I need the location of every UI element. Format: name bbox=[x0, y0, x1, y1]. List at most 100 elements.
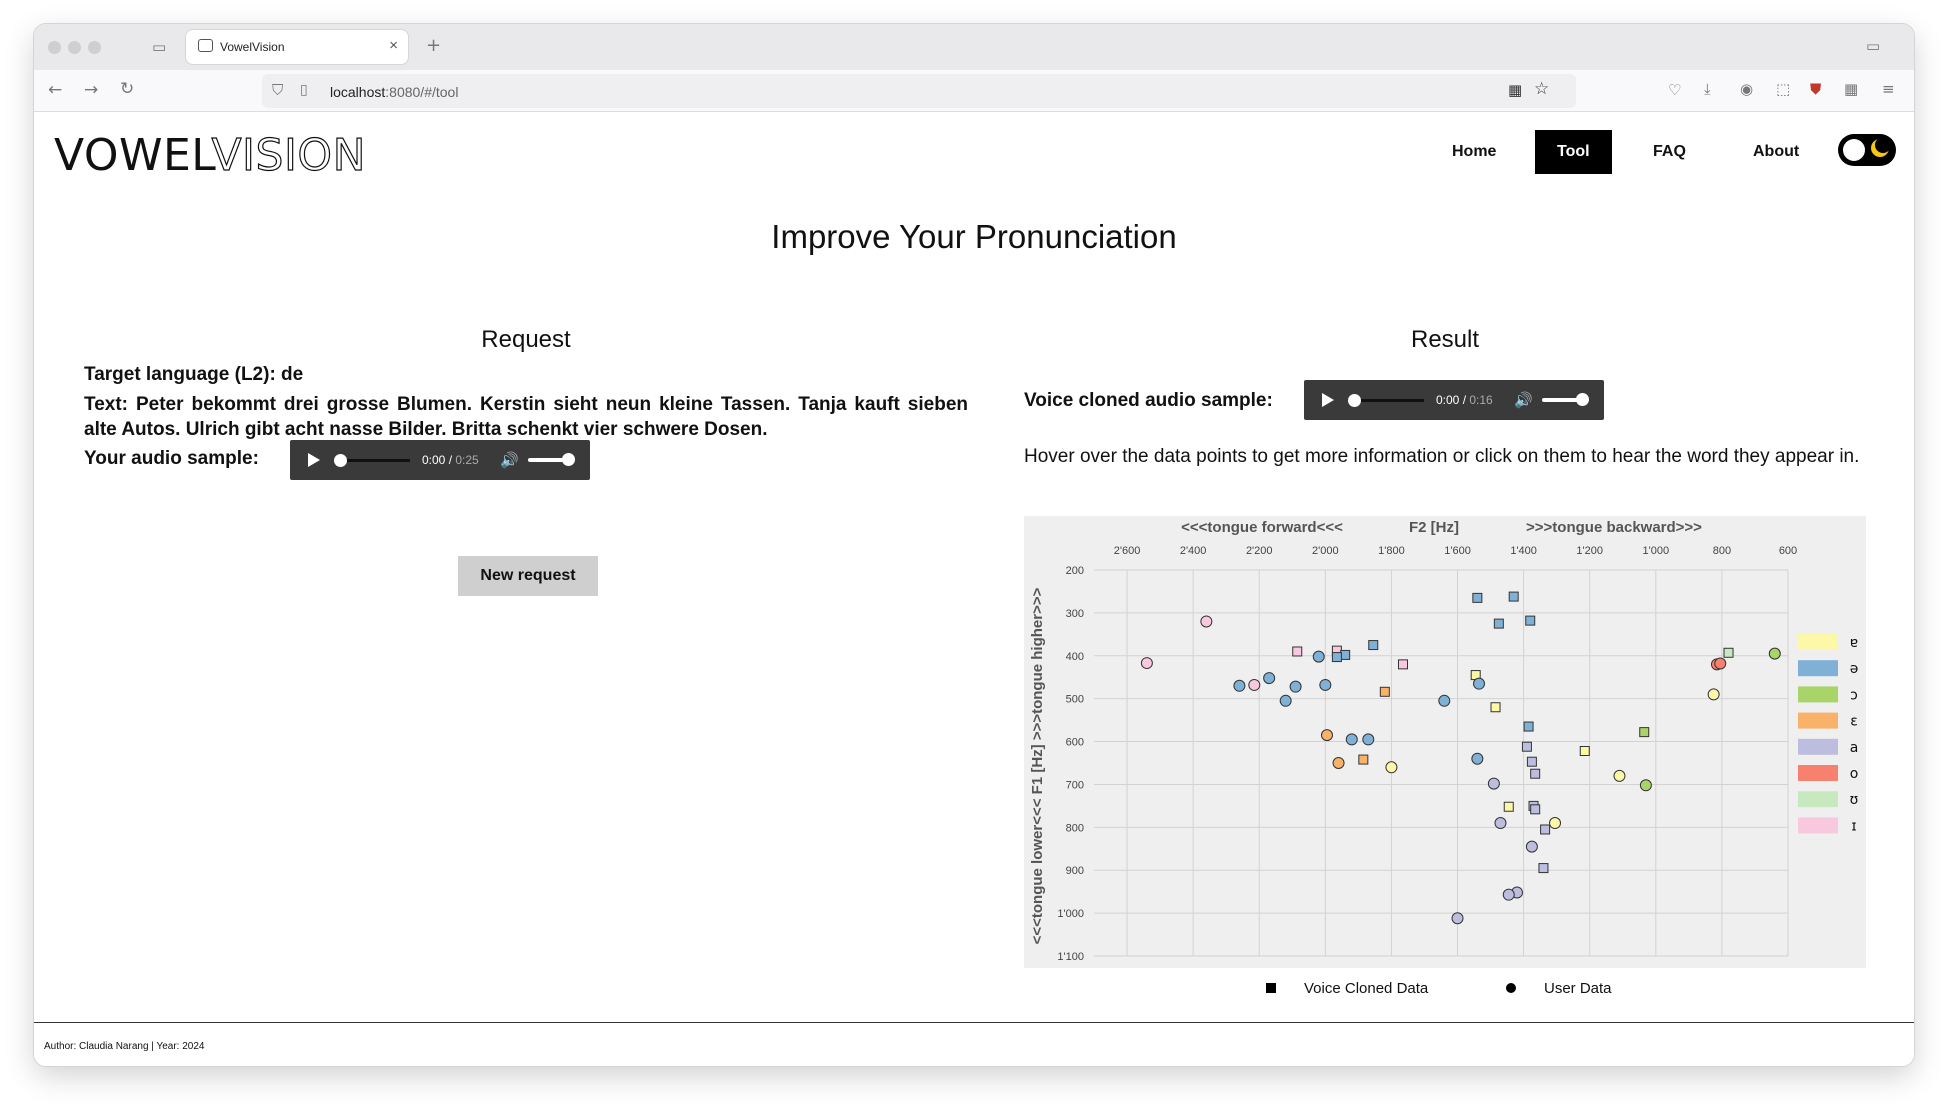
vowel-legend-label: o bbox=[1850, 766, 1859, 782]
y-tick-label: 1'000 bbox=[1057, 908, 1084, 920]
qr-code-icon[interactable]: ▦ bbox=[1508, 81, 1523, 99]
vowel-legend-swatch bbox=[1798, 686, 1838, 703]
vowelvision-logo[interactable]: VOWELVISION bbox=[54, 129, 366, 181]
voice-cloned-point bbox=[1579, 745, 1590, 756]
volume-slider[interactable] bbox=[1542, 398, 1580, 402]
user-data-point bbox=[1320, 729, 1333, 742]
user-audio-player[interactable]: 0:00 / 0:25 🔊 bbox=[290, 440, 590, 480]
user-data-point bbox=[1385, 761, 1398, 774]
user-data-point bbox=[1502, 888, 1515, 901]
voice-cloned-point bbox=[1540, 824, 1551, 835]
seek-handle[interactable] bbox=[1348, 394, 1361, 407]
back-icon[interactable]: ← bbox=[48, 80, 63, 100]
minimize-window-button[interactable] bbox=[68, 41, 81, 54]
page-info-icon[interactable]: ▯ bbox=[300, 82, 308, 98]
vowel-scatter-plot: 2'600 2'400 2'200 2'000 1'800 1'600 1'400 1'200… bbox=[1029, 519, 1859, 963]
volume-handle[interactable] bbox=[1576, 393, 1589, 406]
seek-track[interactable] bbox=[340, 459, 410, 462]
hover-hint: Hover over the data points to get more i… bbox=[1024, 446, 1860, 467]
tab-title: VowelVision bbox=[220, 40, 285, 54]
x-axis-title: F2 [Hz] bbox=[1409, 519, 1459, 536]
y-tick-label: 800 bbox=[1066, 822, 1084, 834]
user-data-point bbox=[1473, 677, 1486, 690]
x-tick-label: 800 bbox=[1713, 545, 1731, 557]
seek-track[interactable] bbox=[1354, 399, 1424, 402]
downloads-icon[interactable]: ⤓ bbox=[1704, 80, 1711, 98]
new-tab-icon[interactable]: + bbox=[426, 35, 442, 56]
x-tick-label: 1'600 bbox=[1444, 545, 1471, 557]
x-tick-label: 2'200 bbox=[1246, 545, 1273, 557]
seek-handle[interactable] bbox=[334, 454, 347, 467]
url-text[interactable]: localhost:8080/#/tool bbox=[330, 84, 459, 100]
user-data-point bbox=[1707, 688, 1720, 701]
user-data-point bbox=[1312, 650, 1325, 663]
browser-window: ▭ VowelVision × + ▭ ← → ↻ ⛉ ▯ localhost:… bbox=[34, 24, 1914, 1066]
result-title: Result bbox=[1410, 326, 1480, 353]
cloned-audio-player[interactable]: 0:00 / 0:16 🔊 bbox=[1304, 380, 1604, 420]
menu-icon[interactable]: ≡ bbox=[1882, 80, 1895, 98]
user-data-point bbox=[1549, 817, 1562, 830]
voice-cloned-point bbox=[1493, 618, 1504, 629]
user-data-point bbox=[1494, 817, 1507, 830]
voice-cloned-point bbox=[1521, 741, 1532, 752]
x-tick-label: 2'400 bbox=[1180, 545, 1207, 557]
new-request-button[interactable]: New request bbox=[458, 556, 598, 596]
user-data-point bbox=[1639, 779, 1652, 792]
user-data-point bbox=[1362, 733, 1375, 746]
voice-cloned-audio-label: Voice cloned audio sample: bbox=[1024, 390, 1273, 411]
vowel-legend-label: ɛ bbox=[1850, 714, 1858, 730]
tab-list-icon[interactable]: ▭ bbox=[1866, 37, 1881, 55]
user-data-point bbox=[1200, 615, 1213, 628]
browser-toolbar: ← → ↻ ⛉ ▯ localhost:8080/#/tool ▦ ☆ ♡ ⤓ … bbox=[34, 70, 1914, 112]
nav-tool[interactable]: Tool bbox=[1535, 130, 1612, 174]
dark-mode-toggle[interactable] bbox=[1838, 134, 1896, 166]
forward-icon[interactable]: → bbox=[84, 80, 99, 100]
y-tick-label: 700 bbox=[1066, 779, 1084, 791]
voice-cloned-point bbox=[1639, 727, 1650, 738]
shield-icon[interactable]: ⛉ bbox=[272, 81, 284, 99]
voice-cloned-point bbox=[1397, 659, 1408, 670]
circle-marker-icon bbox=[1506, 983, 1516, 993]
user-data-point bbox=[1613, 769, 1626, 782]
tab-overview-icon[interactable]: ▭ bbox=[152, 38, 167, 56]
your-audio-label: Your audio sample: bbox=[84, 448, 259, 469]
nav-home[interactable]: Home bbox=[1452, 143, 1497, 160]
tab-favicon-icon bbox=[198, 39, 213, 52]
volume-icon[interactable]: 🔊 bbox=[1514, 391, 1533, 409]
audio-time: 0:00 / 0:16 bbox=[1436, 393, 1493, 407]
extensions-icon[interactable]: ⬚ bbox=[1776, 80, 1791, 98]
tab-close-icon[interactable]: × bbox=[389, 37, 398, 54]
user-data-point bbox=[1487, 777, 1500, 790]
nav-faq[interactable]: FAQ bbox=[1653, 143, 1686, 160]
x-tick-label: 2'000 bbox=[1312, 545, 1339, 557]
apps-icon[interactable]: ▦ bbox=[1844, 80, 1859, 98]
square-marker-icon bbox=[1266, 983, 1276, 993]
vowel-legend-swatch bbox=[1798, 738, 1838, 755]
bookmark-star-icon[interactable]: ☆ bbox=[1534, 79, 1550, 99]
request-title: Request bbox=[481, 326, 571, 353]
voice-cloned-point bbox=[1723, 647, 1734, 658]
address-bar[interactable]: ⛉ ▯ localhost:8080/#/tool ▦ ☆ bbox=[262, 74, 1576, 108]
browser-tab[interactable]: VowelVision × bbox=[186, 30, 408, 64]
nav-about[interactable]: About bbox=[1753, 143, 1800, 160]
page: VOWELVISION Home Tool FAQ About Improve … bbox=[34, 112, 1914, 1066]
user-data-point bbox=[1233, 679, 1246, 692]
play-icon[interactable] bbox=[308, 453, 320, 467]
volume-slider[interactable] bbox=[528, 458, 566, 462]
account-icon[interactable]: ◉ bbox=[1740, 80, 1754, 98]
maximize-window-button[interactable] bbox=[88, 41, 101, 54]
legend-user-data: User Data bbox=[1506, 980, 1612, 997]
close-window-button[interactable] bbox=[48, 41, 61, 54]
play-icon[interactable] bbox=[1322, 393, 1334, 407]
ublock-icon[interactable]: ⛊ bbox=[1810, 80, 1822, 98]
x-tick-label: 1'200 bbox=[1576, 545, 1603, 557]
x-tick-label: 1'800 bbox=[1378, 545, 1405, 557]
reload-icon[interactable]: ↻ bbox=[120, 79, 135, 99]
y-axis-title: <<<tongue lower<<< F1 [Hz] >>>tongue hig… bbox=[1029, 587, 1046, 944]
volume-handle[interactable] bbox=[562, 453, 575, 466]
vowel-legend-swatch bbox=[1798, 634, 1838, 650]
pocket-icon[interactable]: ♡ bbox=[1668, 81, 1682, 99]
x-axis-title-left: <<<tongue forward<<< bbox=[1181, 519, 1343, 536]
y-tick-label: 1'100 bbox=[1057, 951, 1084, 963]
volume-icon[interactable]: 🔊 bbox=[500, 451, 519, 469]
